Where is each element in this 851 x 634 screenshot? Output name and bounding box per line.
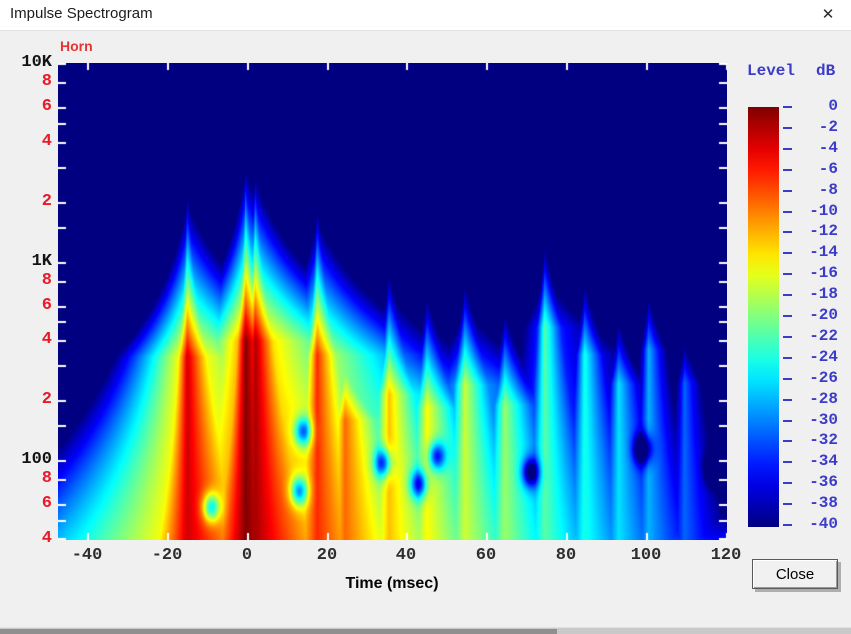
legend-tick-dash: [783, 336, 792, 338]
legend-colorbar: [748, 107, 779, 527]
legend-level-header: Level: [747, 62, 796, 80]
legend-tick-dash: [783, 127, 792, 129]
y-tick-label: 8: [41, 72, 52, 91]
legend-tick-value: -38: [809, 494, 838, 512]
x-tick-label: 20: [316, 546, 338, 565]
legend-tick-value: -28: [809, 390, 838, 408]
legend-tick-dash: [783, 503, 792, 505]
legend-tick-value: -10: [809, 202, 838, 220]
y-tick-label: 10K: [21, 53, 52, 72]
legend-tick-dash: [783, 461, 792, 463]
legend-tick-dash: [783, 524, 792, 526]
legend-tick-value: -40: [809, 515, 838, 533]
legend-tick-value: 0: [828, 97, 838, 115]
legend-tick-dash: [783, 231, 792, 233]
legend-tick-dash: [783, 106, 792, 108]
x-tick-label: 100: [630, 546, 662, 565]
title-bar: Impulse Spectrogram ✕: [0, 0, 851, 31]
window-title: Impulse Spectrogram: [10, 5, 153, 22]
legend-tick-value: -32: [809, 431, 838, 449]
legend-tick-value: -16: [809, 264, 838, 282]
legend-tick-value: -8: [818, 181, 838, 199]
x-tick-label: 120: [710, 546, 742, 565]
legend-tick-dash: [783, 273, 792, 275]
y-tick-label: 8: [41, 469, 52, 488]
y-tick-label: 8: [41, 271, 52, 290]
legend-tick-value: -22: [809, 327, 838, 345]
x-tick-label: 0: [241, 546, 253, 565]
series-label: Horn: [60, 38, 93, 54]
legend-tick-value: -30: [809, 411, 838, 429]
x-axis-title: Time (msec): [345, 575, 439, 592]
legend-tick-value: -24: [809, 348, 838, 366]
x-tick-label: 60: [475, 546, 497, 565]
x-tick-label: 80: [555, 546, 577, 565]
y-tick-label: 100: [21, 450, 52, 469]
horizontal-scrollbar[interactable]: [0, 627, 851, 634]
legend-tick-dash: [783, 420, 792, 422]
y-tick-label: 6: [41, 97, 52, 116]
legend-tick-value: -18: [809, 285, 838, 303]
legend-tick-dash: [783, 169, 792, 171]
legend-tick-value: -2: [818, 118, 838, 136]
legend-tick-dash: [783, 315, 792, 317]
legend-tick-dash: [783, 148, 792, 150]
y-tick-label: 4: [41, 529, 52, 548]
legend-tick-value: -14: [809, 243, 838, 261]
y-tick-label: 6: [41, 296, 52, 315]
legend-tick-value: -6: [818, 160, 838, 178]
close-button[interactable]: Close: [752, 559, 838, 589]
legend-tick-value: -4: [818, 139, 838, 157]
y-tick-label: 1K: [31, 252, 52, 271]
x-tick-label: -20: [151, 546, 183, 565]
legend-tick-dash: [783, 190, 792, 192]
legend-tick-dash: [783, 378, 792, 380]
legend-db-header: dB: [816, 62, 836, 80]
spectrogram-heatmap: [58, 63, 727, 540]
legend-tick-dash: [783, 399, 792, 401]
legend-tick-value: -20: [809, 306, 838, 324]
x-tick-label: -40: [71, 546, 103, 565]
y-tick-label: 2: [41, 192, 52, 211]
legend-tick-dash: [783, 357, 792, 359]
legend-tick-value: -12: [809, 222, 838, 240]
legend-tick-dash: [783, 294, 792, 296]
x-tick-label: 40: [395, 546, 417, 565]
y-tick-label: 6: [41, 494, 52, 513]
legend-tick-value: -26: [809, 369, 838, 387]
legend-tick-dash: [783, 252, 792, 254]
y-tick-label: 4: [41, 132, 52, 151]
legend-tick-dash: [783, 211, 792, 213]
legend-tick-value: -34: [809, 452, 838, 470]
legend-tick-dash: [783, 482, 792, 484]
close-icon[interactable]: ✕: [821, 6, 835, 23]
legend-tick-dash: [783, 440, 792, 442]
y-tick-label: 4: [41, 330, 52, 349]
scrollbar-thumb[interactable]: [0, 629, 557, 634]
legend-tick-value: -36: [809, 473, 838, 491]
y-tick-label: 2: [41, 390, 52, 409]
